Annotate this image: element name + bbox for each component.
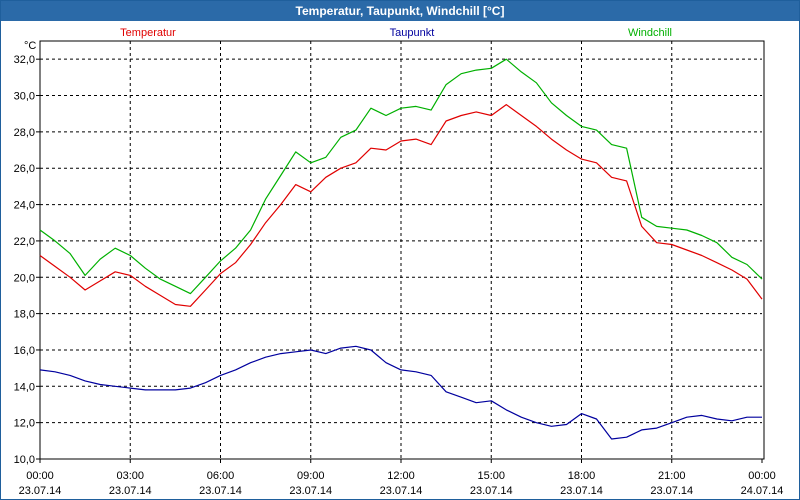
legend-entry-temperatur: Temperatur bbox=[120, 27, 176, 39]
y-tick-label: 16,0 bbox=[14, 345, 35, 357]
series-line-taupunkt bbox=[39, 345, 762, 440]
x-tick-time: 06:00 bbox=[207, 470, 235, 482]
x-tick-date: 23.07.14 bbox=[380, 485, 423, 497]
x-tick-date: 24.07.14 bbox=[741, 485, 784, 497]
x-tick-time: 00:00 bbox=[26, 470, 54, 482]
legend-entry-windchill: Windchill bbox=[628, 27, 672, 39]
x-tick-time: 00:00 bbox=[748, 470, 776, 482]
x-tick-date: 23.07.14 bbox=[289, 485, 332, 497]
x-tick-date: 23.07.14 bbox=[560, 485, 603, 497]
y-tick-label: 10,0 bbox=[14, 454, 35, 466]
axis-ticks: 10,0 12,0 14,0 16,0 18,0 20,0 22,0 24,0 26,0 28,0… bbox=[14, 54, 784, 497]
y-tick-label: 20,0 bbox=[14, 272, 35, 284]
plot-frame bbox=[39, 40, 765, 460]
y-tick-label: 30,0 bbox=[14, 91, 35, 103]
x-tick-time: 09:00 bbox=[297, 470, 325, 482]
window-title: Temperatur, Taupunkt, Windchill [°C] bbox=[1, 1, 799, 21]
legend: Temperatur Taupunkt Windchill bbox=[120, 27, 672, 39]
series-lines bbox=[39, 58, 763, 440]
series-line-temperatur bbox=[39, 103, 763, 307]
x-tick-date: 23.07.14 bbox=[650, 485, 693, 497]
x-tick-time: 15:00 bbox=[477, 470, 505, 482]
x-tick-date: 23.07.14 bbox=[109, 485, 152, 497]
x-tick-time: 12:00 bbox=[387, 470, 415, 482]
x-tick-time: 03:00 bbox=[116, 470, 144, 482]
y-tick-label: 14,0 bbox=[14, 381, 35, 393]
x-tick-date: 23.07.14 bbox=[199, 485, 242, 497]
y-tick-label: 28,0 bbox=[14, 127, 35, 139]
x-tick-date: 23.07.14 bbox=[19, 485, 62, 497]
y-tick-label: 32,0 bbox=[14, 54, 35, 66]
x-tick-date: 23.07.14 bbox=[470, 485, 513, 497]
y-tick-label: 26,0 bbox=[14, 163, 35, 175]
y-axis-unit: °C bbox=[24, 40, 36, 52]
y-tick-label: 22,0 bbox=[14, 236, 35, 248]
y-tick-label: 18,0 bbox=[14, 309, 35, 321]
grid bbox=[40, 41, 762, 459]
series-line-windchill bbox=[39, 58, 763, 295]
x-tick-time: 18:00 bbox=[568, 470, 596, 482]
legend-entry-taupunkt: Taupunkt bbox=[390, 27, 435, 39]
x-tick-time: 21:00 bbox=[658, 470, 686, 482]
y-tick-label: 12,0 bbox=[14, 418, 35, 430]
y-tick-label: 24,0 bbox=[14, 200, 35, 212]
